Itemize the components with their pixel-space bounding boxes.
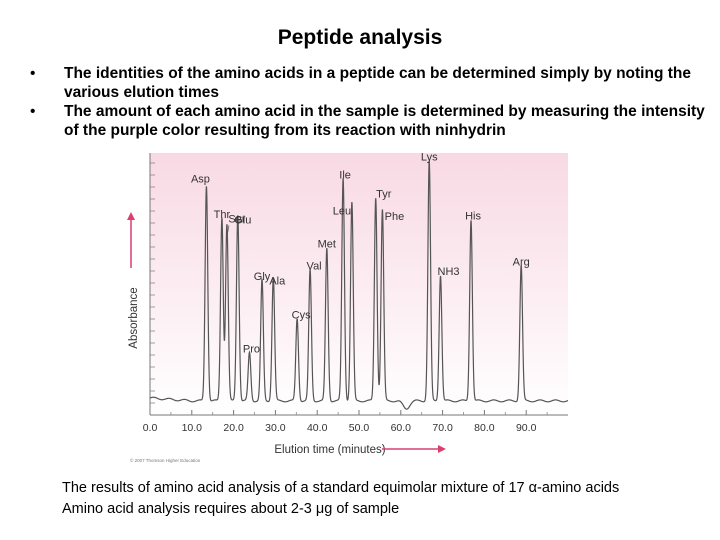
chromatogram-chart: 0.0 10.0 20.0 30.0 40.0 50.0 60.0 70.0 80.0 90.0 A… xyxy=(120,150,590,470)
x-tick-label: 30.0 xyxy=(265,422,286,434)
peak-label-pro: Pro xyxy=(243,344,260,356)
y-axis-label: Absorbance xyxy=(128,287,140,348)
peak-label-lys: Lys xyxy=(421,151,438,163)
x-tick-label: 10.0 xyxy=(182,422,203,434)
x-axis-arrowhead xyxy=(438,445,446,453)
x-tick-label: 40.0 xyxy=(307,422,328,434)
peak-label-ile: Ile xyxy=(339,169,351,181)
caption-line: Amino acid analysis requires about 2-3 μ… xyxy=(62,501,400,517)
peak-label-ser: Ser xyxy=(228,213,245,225)
x-tick-label: 70.0 xyxy=(432,422,453,434)
x-tick-label: 50.0 xyxy=(349,422,370,434)
chromatogram-svg: 0.0 10.0 20.0 30.0 40.0 50.0 60.0 70.0 80.0 90.0 A… xyxy=(127,151,569,463)
caption-line: The results of amino acid analysis of a … xyxy=(62,480,620,496)
x-tick-label: 60.0 xyxy=(391,422,412,434)
peak-label-tyr: Tyr xyxy=(376,189,392,201)
peak-label-ala: Ala xyxy=(269,276,286,288)
x-axis-label: Elution time (minutes) xyxy=(274,444,385,456)
chart-background xyxy=(150,153,568,415)
bullet-text: The amount of each amino acid in the sam… xyxy=(64,103,705,139)
peak-label-arg: Arg xyxy=(513,256,530,268)
x-tick-label: 20.0 xyxy=(223,422,244,434)
peak-label-leader xyxy=(226,225,230,238)
peak-label-cys: Cys xyxy=(292,310,311,322)
bullet-dot: • xyxy=(30,103,36,120)
bullet-item: • The amount of each amino acid in the sa… xyxy=(26,102,706,140)
copyright-text: © 2007 Thomson Higher Education xyxy=(130,457,201,463)
y-axis-arrowhead xyxy=(127,212,135,220)
peak-label-asp: Asp xyxy=(191,174,210,186)
slide-title: Peptide analysis xyxy=(277,26,443,49)
peak-label-val: Val xyxy=(307,260,322,272)
bullet-dot: • xyxy=(30,65,36,82)
peak-label-nh3: NH3 xyxy=(438,266,460,278)
peak-label-gly: Gly xyxy=(254,271,271,283)
peak-label-his: His xyxy=(465,211,481,223)
peak-label-leu: Leu xyxy=(333,206,351,218)
x-tick-label: 90.0 xyxy=(516,422,537,434)
peak-label-met: Met xyxy=(318,239,336,251)
peak-label-phe: Phe xyxy=(385,211,405,223)
bullet-item: • The identities of the amino acids in a … xyxy=(26,64,706,102)
x-tick-label: 0.0 xyxy=(143,422,158,434)
caption-block: The results of amino acid analysis of a … xyxy=(62,478,619,520)
x-tick-label: 80.0 xyxy=(474,422,495,434)
chromatogram-trace xyxy=(149,160,569,410)
peak-label-glu: Glu xyxy=(234,215,251,227)
bullet-list: • The identities of the amino acids in a … xyxy=(26,64,706,140)
peak-label-thr: Thr xyxy=(214,209,231,221)
bullet-text: The identities of the amino acids in a p… xyxy=(64,65,691,101)
